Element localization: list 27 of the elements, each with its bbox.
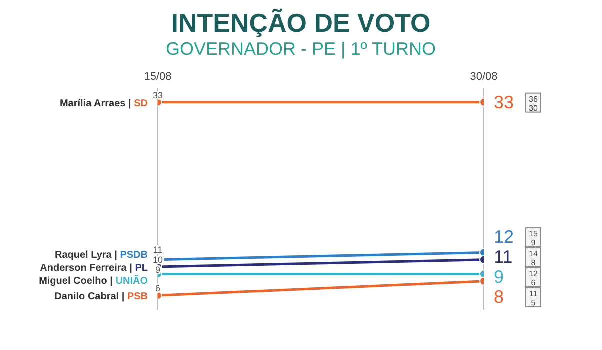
- annotation: 14: [529, 250, 538, 259]
- series-label: Danilo Cabral | PSB: [54, 292, 148, 303]
- data-label: 8: [494, 287, 504, 308]
- x-tick-label: 30/08: [470, 71, 498, 83]
- annotation: 9: [531, 238, 536, 248]
- series-label: Marília Arraes | SD: [60, 98, 148, 110]
- data-label: 6: [155, 284, 161, 294]
- data-label: 33: [152, 90, 164, 100]
- x-tick-label: 15/08: [144, 71, 172, 83]
- data-label: 9: [494, 267, 504, 288]
- chart-title: INTENÇÃO DE VOTO: [170, 8, 432, 38]
- annotation: 30: [529, 104, 538, 113]
- chart-subtitle: GOVERNADOR - PE | 1º TURNO: [165, 38, 437, 60]
- data-label: 11: [153, 245, 163, 256]
- annotation: 6: [531, 278, 536, 288]
- annotation: 36: [529, 94, 538, 104]
- data-label: 12: [494, 227, 514, 248]
- data-label: 11: [494, 247, 513, 268]
- annotation: 12: [529, 270, 538, 279]
- annotation: 15: [529, 230, 538, 239]
- series-label: Anderson Ferreira | PL: [40, 263, 148, 274]
- annotation: 8: [531, 258, 536, 268]
- text: 5: [531, 298, 536, 308]
- series-label: Raquel Lyra | PSDB: [54, 250, 148, 262]
- series-label: Miguel Coelho | UNIÃO: [39, 275, 148, 288]
- annotation: 11: [529, 290, 538, 299]
- data-label: 33: [494, 92, 514, 112]
